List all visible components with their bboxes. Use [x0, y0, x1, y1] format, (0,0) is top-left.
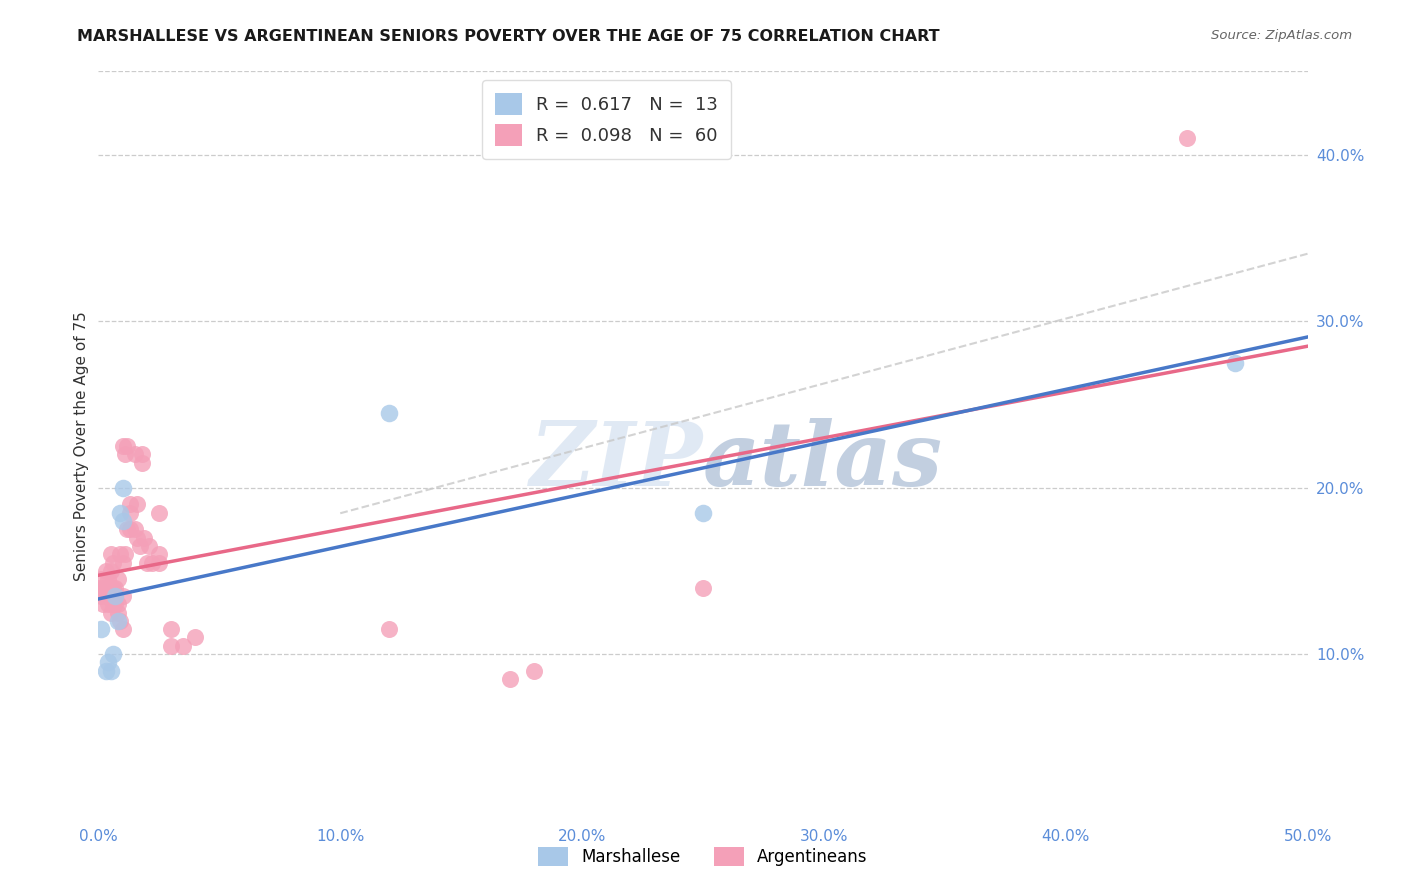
- Text: ZIP: ZIP: [530, 417, 703, 504]
- Point: [107, 606, 129, 620]
- Point: [118, 497, 141, 511]
- Point: [107, 614, 129, 628]
- Text: MARSHALLESE VS ARGENTINEAN SENIORS POVERTY OVER THE AGE OF 75 CORRELATION CHART: MARSHALLESE VS ARGENTINEAN SENIORS POVER…: [77, 29, 941, 44]
- Point: [111, 622, 134, 636]
- Point: [124, 447, 146, 461]
- Point: [91, 597, 114, 611]
- Point: [107, 597, 129, 611]
- Point: [127, 497, 149, 511]
- Point: [104, 589, 127, 603]
- Point: [141, 556, 163, 570]
- Legend: R =  0.617   N =  13, R =  0.098   N =  60: R = 0.617 N = 13, R = 0.098 N = 60: [482, 80, 731, 159]
- Point: [100, 564, 122, 578]
- Point: [111, 514, 134, 528]
- Point: [111, 556, 134, 570]
- Point: [117, 522, 139, 536]
- Point: [94, 581, 117, 595]
- Point: [104, 597, 127, 611]
- Point: [94, 589, 117, 603]
- Point: [118, 506, 141, 520]
- Point: [97, 572, 120, 586]
- Point: [138, 539, 160, 553]
- Point: [94, 564, 117, 578]
- Point: [108, 547, 131, 561]
- Point: [114, 447, 136, 461]
- Point: [87, 581, 110, 595]
- Point: [101, 597, 124, 611]
- Point: [135, 556, 157, 570]
- Point: [97, 589, 120, 603]
- Text: Source: ZipAtlas.com: Source: ZipAtlas.com: [1212, 29, 1353, 42]
- Point: [107, 572, 129, 586]
- Point: [148, 506, 170, 520]
- Text: atlas: atlas: [703, 417, 943, 504]
- Point: [523, 664, 546, 678]
- Point: [377, 622, 399, 636]
- Point: [117, 439, 139, 453]
- Point: [91, 581, 114, 595]
- Point: [97, 656, 120, 670]
- Point: [128, 539, 150, 553]
- Point: [118, 522, 141, 536]
- Point: [127, 531, 149, 545]
- Point: [104, 589, 127, 603]
- Point: [100, 547, 122, 561]
- Point: [184, 631, 207, 645]
- Point: [108, 506, 131, 520]
- Point: [100, 664, 122, 678]
- Legend: Marshallese, Argentineans: Marshallese, Argentineans: [531, 840, 875, 873]
- Point: [1175, 131, 1198, 145]
- Point: [111, 439, 134, 453]
- Point: [111, 589, 134, 603]
- Point: [498, 672, 520, 686]
- Point: [101, 556, 124, 570]
- Point: [692, 581, 714, 595]
- Point: [134, 531, 156, 545]
- Point: [148, 547, 170, 561]
- Point: [111, 481, 134, 495]
- Point: [90, 572, 112, 586]
- Point: [114, 547, 136, 561]
- Point: [172, 639, 194, 653]
- Point: [148, 556, 170, 570]
- Point: [90, 622, 112, 636]
- Point: [101, 581, 124, 595]
- Point: [124, 522, 146, 536]
- Point: [1223, 356, 1246, 370]
- Point: [94, 664, 117, 678]
- Point: [108, 614, 131, 628]
- Point: [160, 639, 183, 653]
- Point: [692, 506, 714, 520]
- Point: [101, 647, 124, 661]
- Point: [131, 447, 153, 461]
- Point: [100, 581, 122, 595]
- Point: [160, 622, 183, 636]
- Point: [90, 589, 112, 603]
- Point: [104, 581, 127, 595]
- Point: [131, 456, 153, 470]
- Point: [100, 606, 122, 620]
- Y-axis label: Seniors Poverty Over the Age of 75: Seniors Poverty Over the Age of 75: [75, 311, 89, 581]
- Point: [97, 597, 120, 611]
- Point: [377, 406, 399, 420]
